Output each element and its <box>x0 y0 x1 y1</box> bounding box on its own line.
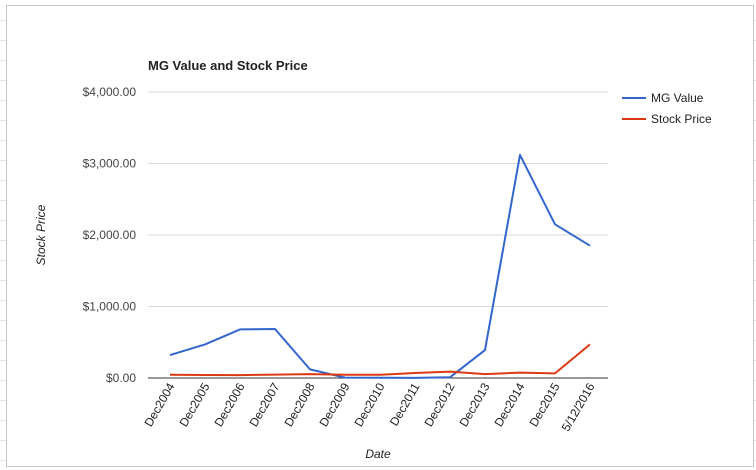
x-tick-label: Dec2007 <box>246 380 282 429</box>
y-axis-title: Stock Price <box>34 204 48 265</box>
x-tick-label: Dec2008 <box>281 380 317 429</box>
legend-label: MG Value <box>651 91 704 105</box>
x-tick-label: Dec2005 <box>176 380 212 429</box>
x-tick-label: Dec2006 <box>211 380 247 429</box>
chart-container[interactable] <box>6 5 754 467</box>
x-tick-label: Dec2011 <box>387 380 423 428</box>
y-tick-label: $4,000.00 <box>83 85 137 99</box>
series-line-mg-value <box>169 153 591 379</box>
y-gridlines <box>148 91 608 307</box>
x-tick-label: Dec2009 <box>316 380 352 429</box>
x-tick-label: Dec2015 <box>526 380 562 429</box>
legend: MG Value Stock Price <box>622 91 712 126</box>
y-tick-label: $1,000.00 <box>83 300 137 314</box>
series-lines <box>169 153 591 379</box>
x-tick-label: Dec2013 <box>456 380 492 429</box>
x-tick-label: Dec2012 <box>421 380 457 429</box>
legend-label: Stock Price <box>651 112 712 126</box>
x-axis-title: Date <box>365 447 391 461</box>
series-line-stock-price <box>169 343 591 377</box>
x-tick-label: Dec2010 <box>351 380 387 429</box>
x-tick-label: Dec2004 <box>141 380 177 429</box>
x-tick-label: Dec2014 <box>491 380 527 429</box>
y-axis-tick-labels: $0.00 $1,000.00 $2,000.00 $3,000.00 $4,000.0… <box>83 85 137 385</box>
y-tick-label: $2,000.00 <box>83 228 137 242</box>
x-tick-label: 5/12/2016 <box>559 380 598 434</box>
x-axis-tick-labels: Dec2004Dec2005Dec2006Dec2007Dec2008Dec20… <box>141 380 597 434</box>
y-tick-label: $3,000.00 <box>83 157 137 171</box>
y-tick-label: $0.00 <box>106 371 136 385</box>
chart-title: MG Value and Stock Price <box>148 58 308 73</box>
